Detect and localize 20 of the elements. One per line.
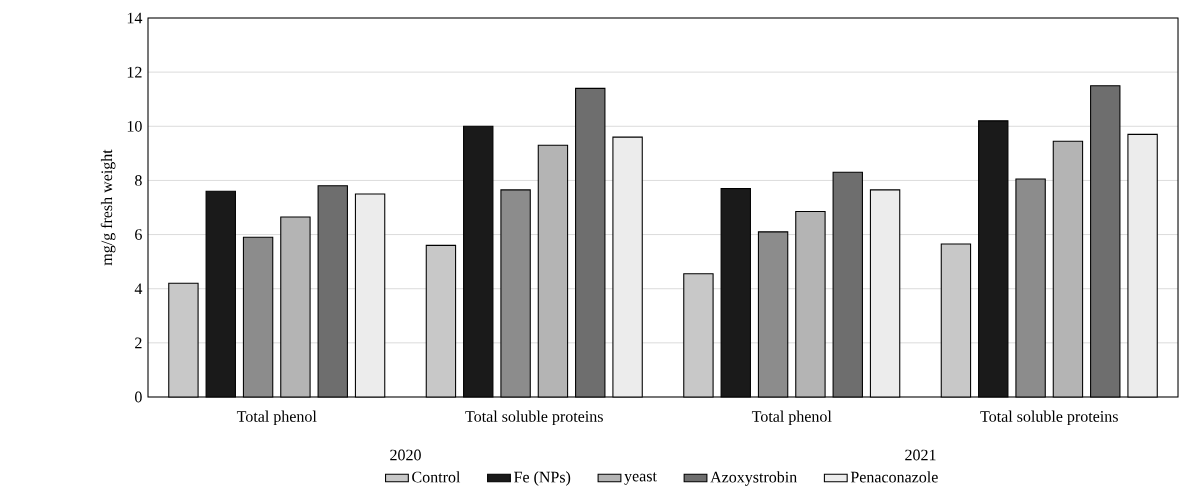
y-axis-title: mg/g fresh weight <box>100 149 116 266</box>
x-tick-label: Total soluble proteins <box>980 410 1118 426</box>
y-tick-label: 12 <box>127 66 142 78</box>
legend-label: Control <box>412 471 461 483</box>
legend-label: Penaconazole <box>850 471 938 483</box>
y-tick-label: 0 <box>135 391 142 403</box>
y-tick-label: 10 <box>127 120 142 132</box>
x-tick-label: Total soluble proteins <box>465 410 603 426</box>
legend-label: Fe (NPs) <box>514 471 571 486</box>
text: 2020 <box>390 449 421 461</box>
text: 2021 <box>905 449 936 461</box>
legend-label: Azoxystrobin <box>710 471 797 486</box>
y-tick-label: 8 <box>135 175 142 186</box>
y-tick-label: 4 <box>134 283 143 294</box>
y-tick-label: 6 <box>135 229 142 240</box>
y-tick-label: 14 <box>127 12 143 24</box>
x-tick-label: Total phenol <box>751 410 832 426</box>
y-tick-label: 2 <box>135 337 142 349</box>
x-tick-label: Total phenol <box>236 410 317 426</box>
legend-label: yeast <box>624 472 657 485</box>
